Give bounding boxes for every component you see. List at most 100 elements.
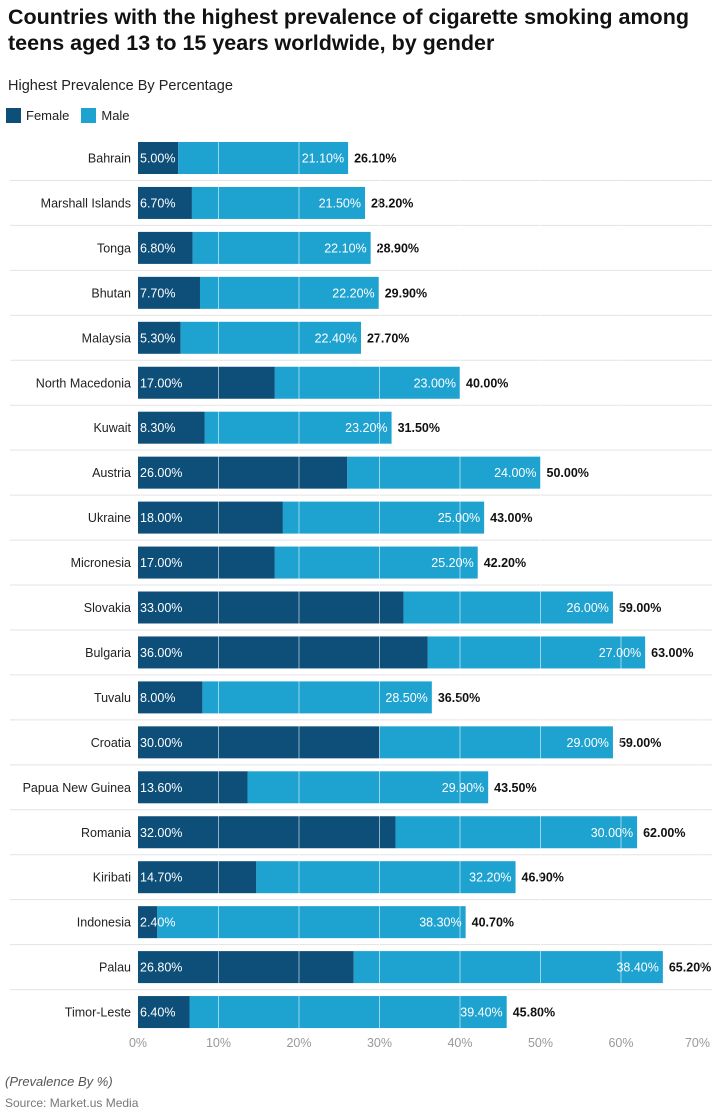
bar-female — [138, 861, 257, 894]
bar-male — [282, 501, 485, 534]
category-label: Bulgaria — [85, 646, 131, 660]
data-label-total: 50.00% — [547, 466, 589, 480]
bar-female — [138, 456, 348, 489]
data-label-total: 42.20% — [484, 556, 526, 570]
bar-male — [247, 771, 489, 804]
legend: Female Male — [6, 108, 130, 123]
bar-female — [138, 142, 179, 174]
data-label-male: 32.20% — [469, 871, 511, 885]
bar-female — [138, 906, 158, 939]
data-label-male: 29.90% — [442, 781, 484, 795]
bar-female — [138, 411, 205, 444]
legend-label-female: Female — [26, 108, 70, 123]
data-label-male: 25.00% — [438, 511, 480, 525]
bar-male — [395, 816, 638, 849]
data-label-total: 65.20% — [669, 961, 711, 975]
data-label-male: 23.00% — [414, 376, 456, 390]
x-tick-label: 30% — [367, 1036, 392, 1050]
bar-female — [138, 321, 181, 354]
data-label-total: 40.00% — [466, 376, 508, 390]
bar-male — [178, 142, 349, 174]
data-label-total: 40.70% — [472, 916, 514, 930]
category-label: Marshall Islands — [41, 196, 131, 210]
bar-male — [274, 366, 460, 399]
data-label-total: 63.00% — [651, 646, 693, 660]
data-label-total: 59.00% — [619, 736, 661, 750]
bar-male — [202, 681, 432, 714]
bar-female — [138, 681, 203, 714]
data-label-total: 28.90% — [377, 241, 419, 255]
category-label: Malaysia — [82, 331, 131, 345]
data-label-total: 43.00% — [490, 511, 532, 525]
bar-female — [138, 591, 404, 624]
data-label-total: 43.50% — [494, 781, 536, 795]
data-label-female: 8.30% — [140, 421, 175, 435]
data-label-total: 45.80% — [513, 1006, 555, 1020]
bar-female — [138, 231, 193, 264]
category-label: Bhutan — [91, 286, 131, 300]
chart-note: (Prevalence By %) — [5, 1074, 113, 1089]
data-label-total: 59.00% — [619, 601, 661, 615]
data-label-female: 30.00% — [140, 736, 182, 750]
data-label-male: 27.00% — [599, 646, 641, 660]
x-tick-label: 20% — [286, 1036, 311, 1050]
data-label-male: 38.40% — [616, 961, 658, 975]
data-label-male: 24.00% — [494, 466, 536, 480]
data-label-female: 33.00% — [140, 601, 182, 615]
data-label-female: 26.00% — [140, 466, 182, 480]
x-tick-label: 10% — [206, 1036, 231, 1050]
category-label: Bahrain — [88, 152, 131, 166]
x-tick-label: 70% — [685, 1036, 710, 1050]
bar-male — [353, 951, 663, 984]
data-label-male: 22.20% — [332, 286, 374, 300]
chart-subtitle: Highest Prevalence By Percentage — [8, 78, 233, 94]
category-label: Palau — [99, 961, 131, 975]
data-label-female: 32.00% — [140, 826, 182, 840]
bar-female — [138, 186, 192, 219]
data-label-total: 27.70% — [367, 331, 409, 345]
chart-title: Countries with the highest prevalence of… — [8, 5, 689, 55]
data-label-female: 5.00% — [140, 152, 175, 166]
data-label-female: 8.00% — [140, 691, 175, 705]
bar-male — [180, 321, 361, 354]
bar-male — [204, 411, 392, 444]
category-label: Papua New Guinea — [23, 781, 131, 795]
data-label-total: 28.20% — [371, 196, 413, 210]
bar-female — [138, 816, 396, 849]
legend-item-male: Male — [81, 108, 130, 123]
category-label: Tonga — [97, 241, 131, 255]
data-label-male: 30.00% — [591, 826, 633, 840]
legend-swatch-female — [6, 108, 21, 123]
bar-male — [189, 996, 507, 1029]
data-label-female: 6.70% — [140, 196, 175, 210]
category-label: Croatia — [91, 736, 131, 750]
category-label: Timor-Leste — [65, 1006, 131, 1020]
data-label-male: 29.00% — [567, 736, 609, 750]
category-label: Tuvalu — [94, 691, 131, 705]
data-label-male: 22.10% — [324, 241, 366, 255]
data-label-male: 21.50% — [319, 196, 361, 210]
data-label-female: 6.40% — [140, 1006, 175, 1020]
data-label-female: 17.00% — [140, 376, 182, 390]
bar-male — [403, 591, 613, 624]
data-label-female: 13.60% — [140, 781, 182, 795]
bar-male — [192, 231, 371, 264]
legend-swatch-male — [81, 108, 97, 123]
bar-female — [138, 951, 354, 984]
bar-female — [138, 546, 275, 579]
bar-male — [199, 276, 379, 309]
bar-female — [138, 366, 275, 399]
bar-male — [274, 546, 478, 579]
data-label-female: 6.80% — [140, 241, 175, 255]
legend-item-female: Female — [6, 108, 69, 123]
data-label-female: 7.70% — [140, 286, 175, 300]
data-label-male: 22.40% — [315, 331, 357, 345]
data-label-female: 36.00% — [140, 646, 182, 660]
data-label-male: 26.00% — [567, 601, 609, 615]
data-label-total: 31.50% — [398, 421, 440, 435]
bar-male — [379, 726, 613, 759]
data-label-male: 39.40% — [460, 1006, 502, 1020]
bar-female — [138, 771, 248, 804]
category-label: Micronesia — [71, 556, 131, 570]
data-label-total: 46.90% — [522, 871, 564, 885]
